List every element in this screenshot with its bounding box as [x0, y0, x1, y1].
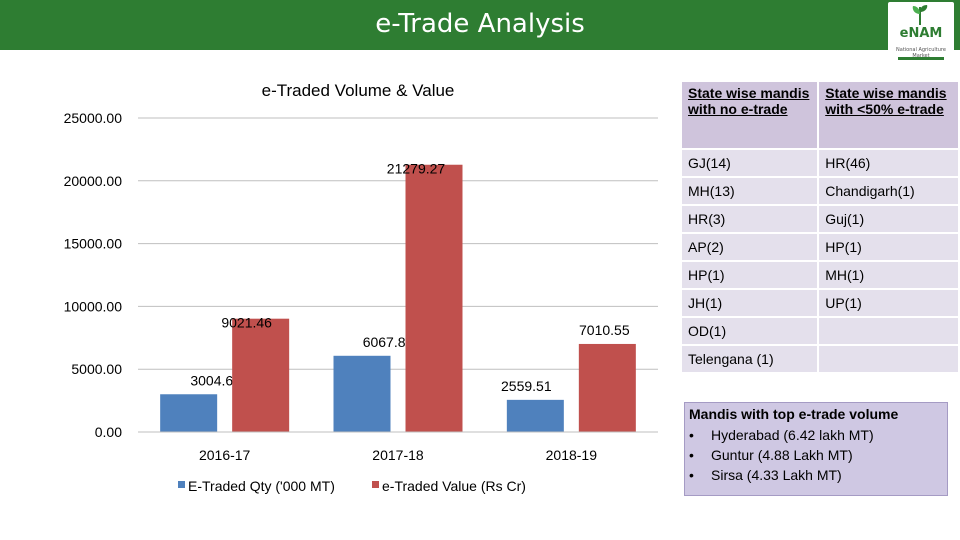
data-label: 6067.89 — [363, 334, 414, 350]
list-item-text: Guntur (4.88 Lakh MT) — [711, 447, 853, 463]
y-tick-label: 20000.00 — [64, 173, 123, 189]
legend-swatch — [372, 481, 379, 488]
data-label: 2559.51 — [501, 378, 552, 394]
data-label: 9021.46 — [221, 315, 272, 331]
table-cell: Telengana (1) — [682, 346, 818, 372]
table-cell: Chandigarh(1) — [819, 178, 958, 204]
list-item: • Guntur (4.88 Lakh MT) — [689, 445, 874, 465]
table-row: Telengana (1) — [682, 346, 958, 372]
bullet-icon: • — [689, 467, 694, 483]
table-cell: OD(1) — [682, 318, 818, 344]
table-cell: MH(1) — [819, 262, 958, 288]
legend-swatch — [178, 481, 185, 488]
y-tick-label: 5000.00 — [71, 361, 122, 377]
table-cell: UP(1) — [819, 290, 958, 316]
table-row: JH(1) UP(1) — [682, 290, 958, 316]
table-cell: HR(3) — [682, 206, 818, 232]
list-item-text: Hyderabad (6.42 lakh MT) — [711, 427, 874, 443]
data-label: 21279.27 — [387, 161, 446, 177]
page-title: e-Trade Analysis — [375, 9, 585, 39]
table-cell: AP(2) — [682, 234, 818, 260]
leaf-icon — [912, 5, 928, 26]
bar-qty — [160, 394, 218, 432]
table-row: MH(13) Chandigarh(1) — [682, 178, 958, 204]
table-row: GJ(14) HR(46) — [682, 150, 958, 176]
table-cell — [819, 346, 958, 372]
header-no-etrade: State wise mandis with no e-trade — [682, 82, 818, 148]
table-row: HR(3) Guj(1) — [682, 206, 958, 232]
table-cell: GJ(14) — [682, 150, 818, 176]
data-label: 7010.55 — [579, 322, 630, 338]
mandis-table: State wise mandis with no e-trade State … — [680, 80, 960, 374]
y-tick-label: 15000.00 — [64, 236, 123, 252]
enam-logo: eNAM National Agriculture Market — [888, 2, 954, 68]
table-row: AP(2) HP(1) — [682, 234, 958, 260]
logo-subtitle: National Agriculture Market — [896, 47, 946, 59]
table-cell: JH(1) — [682, 290, 818, 316]
table-cell: MH(13) — [682, 178, 818, 204]
list-item-text: Sirsa (4.33 Lakh MT) — [711, 467, 842, 483]
bar-value — [232, 318, 290, 432]
chart-title: e-Traded Volume & Value — [262, 81, 455, 100]
x-tick-label: 2017-18 — [372, 447, 424, 463]
bar-value — [405, 164, 463, 432]
top-mandis-title: Mandis with top e-trade volume — [689, 406, 899, 422]
list-item: • Hyderabad (6.42 lakh MT) — [689, 425, 874, 445]
bar-qty — [506, 399, 564, 432]
table-cell: HP(1) — [682, 262, 818, 288]
table-cell: HP(1) — [819, 234, 958, 260]
top-mandis-box: Mandis with top e-trade volume • Hyderaba… — [684, 402, 948, 496]
x-tick-label: 2018-19 — [546, 447, 598, 463]
data-label: 3004.64 — [190, 372, 241, 388]
table-row: HP(1) MH(1) — [682, 262, 958, 288]
logo-underline — [898, 57, 944, 60]
table-cell — [819, 318, 958, 344]
y-tick-label: 10000.00 — [64, 298, 123, 314]
y-tick-label: 0.00 — [95, 424, 122, 440]
x-tick-label: 2016-17 — [199, 447, 251, 463]
logo-text: eNAM — [899, 26, 943, 41]
top-mandis-list: • Hyderabad (6.42 lakh MT) • Guntur (4.88 … — [689, 425, 874, 485]
trade-bar-chart: e-Traded Volume & Value 0.00 5000.00 10000.… — [64, 81, 658, 494]
table-cell: Guj(1) — [819, 206, 958, 232]
header-lt50-etrade: State wise mandis with <50% e-trade — [819, 82, 958, 148]
legend-label: e-Traded Value (Rs Cr) — [382, 478, 526, 494]
header-bar: e-Trade Analysis eNAM National Agricultu… — [0, 0, 960, 68]
legend-label: E-Traded Qty ('000 MT) — [188, 478, 335, 494]
y-tick-label: 25000.00 — [64, 110, 123, 126]
table-header-row: State wise mandis with no e-trade State … — [682, 82, 958, 148]
bullet-icon: • — [689, 427, 694, 443]
list-item: • Sirsa (4.33 Lakh MT) — [689, 465, 874, 485]
bar-value — [578, 343, 636, 432]
table-row: OD(1) — [682, 318, 958, 344]
bar-qty — [333, 355, 391, 432]
bullet-icon: • — [689, 447, 694, 463]
table-cell: HR(46) — [819, 150, 958, 176]
